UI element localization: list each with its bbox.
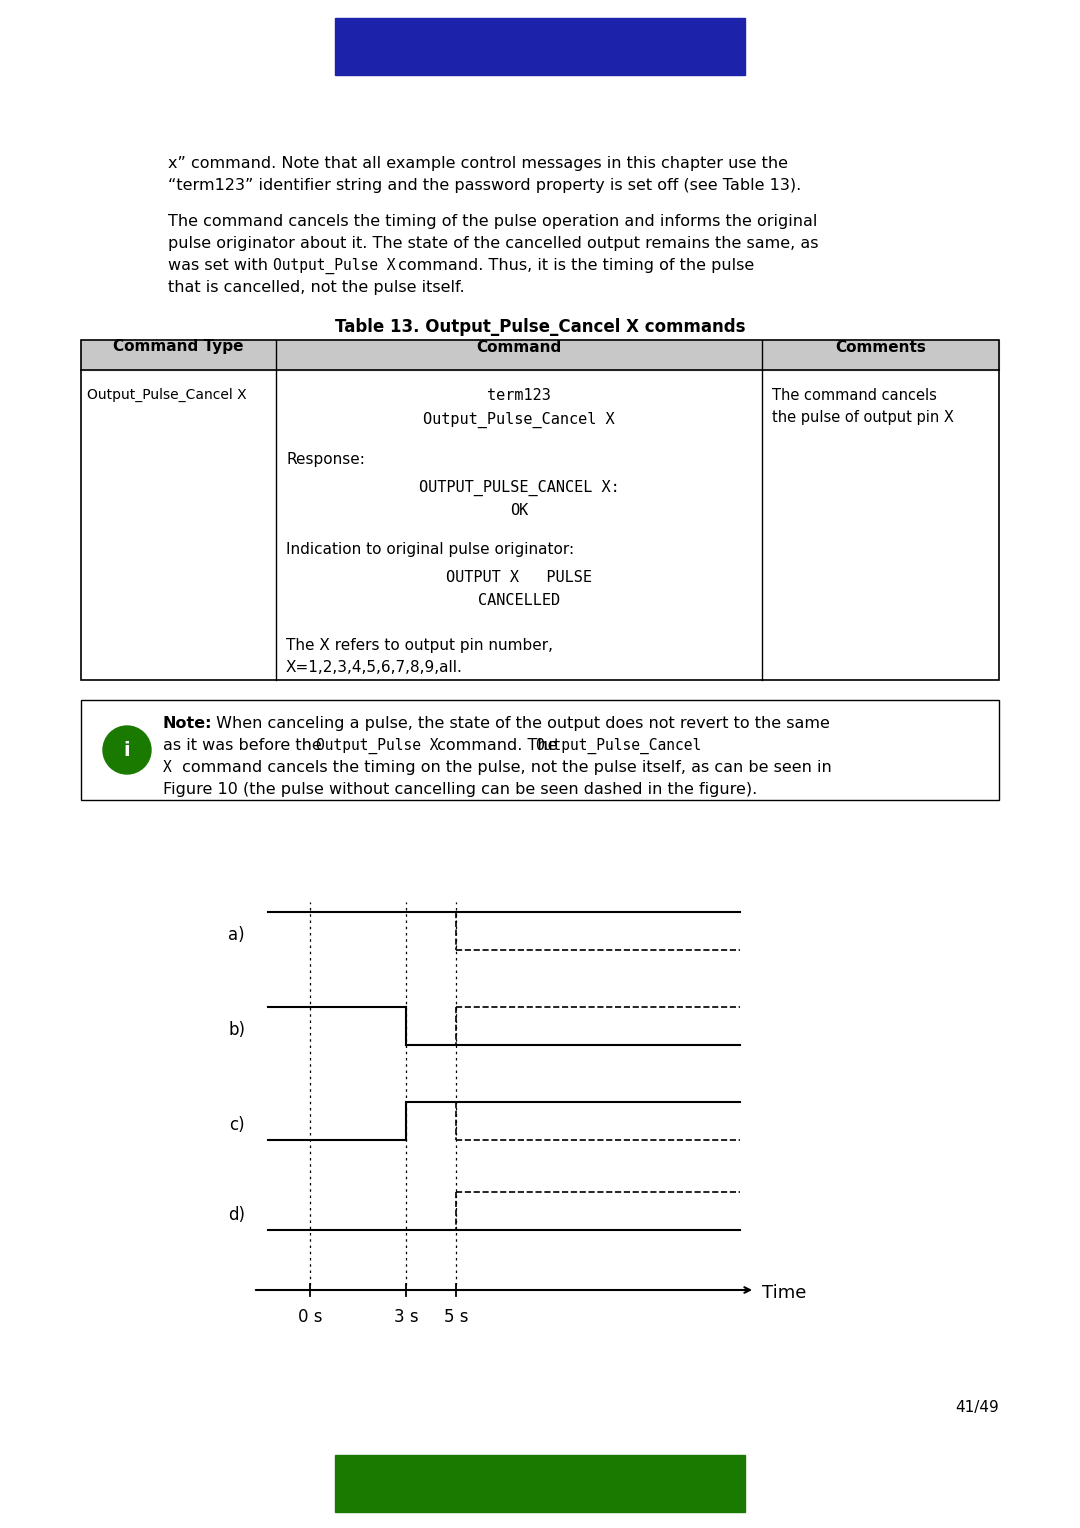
Text: Output_Pulse X: Output_Pulse X bbox=[316, 738, 438, 755]
Text: Output_Pulse X: Output_Pulse X bbox=[273, 258, 395, 274]
Text: Figure 10 (the pulse without cancelling can be seen dashed in the figure).: Figure 10 (the pulse without cancelling … bbox=[163, 782, 757, 798]
Text: Table 13. Output_Pulse_Cancel X commands: Table 13. Output_Pulse_Cancel X commands bbox=[335, 318, 745, 336]
Bar bbox=[81, 700, 999, 801]
Text: Command Type: Command Type bbox=[113, 339, 244, 354]
Text: Note:: Note: bbox=[163, 717, 213, 730]
Text: that is cancelled, not the pulse itself.: that is cancelled, not the pulse itself. bbox=[168, 280, 464, 295]
Text: the pulse of output pin X: the pulse of output pin X bbox=[772, 410, 954, 425]
Text: Response:: Response: bbox=[286, 452, 365, 468]
Text: a): a) bbox=[228, 926, 245, 944]
Text: as it was before the: as it was before the bbox=[163, 738, 327, 753]
Text: Output_Pulse_Cancel X: Output_Pulse_Cancel X bbox=[423, 413, 615, 428]
Text: was set with: was set with bbox=[168, 258, 273, 274]
Text: 3 s: 3 s bbox=[394, 1308, 418, 1326]
Text: b): b) bbox=[228, 1021, 245, 1039]
Text: term123: term123 bbox=[487, 388, 551, 403]
Text: 5 s: 5 s bbox=[444, 1308, 469, 1326]
Bar bbox=[81, 341, 999, 370]
Bar bbox=[335, 18, 745, 75]
Text: i: i bbox=[124, 741, 131, 759]
Text: Indication to original pulse originator:: Indication to original pulse originator: bbox=[286, 542, 575, 558]
Text: OUTPUT X   PULSE: OUTPUT X PULSE bbox=[446, 570, 592, 585]
Text: The command cancels: The command cancels bbox=[772, 388, 936, 403]
Circle shape bbox=[103, 726, 151, 775]
Text: Command: Command bbox=[476, 339, 562, 354]
Text: pulse originator about it. The state of the cancelled output remains the same, a: pulse originator about it. The state of … bbox=[168, 235, 819, 251]
Text: The X refers to output pin number,: The X refers to output pin number, bbox=[286, 639, 553, 652]
Text: d): d) bbox=[228, 1206, 245, 1224]
Text: command. Thus, it is the timing of the pulse: command. Thus, it is the timing of the p… bbox=[393, 258, 754, 274]
Text: X=1,2,3,4,5,6,7,8,9,all.: X=1,2,3,4,5,6,7,8,9,all. bbox=[286, 660, 463, 675]
Text: When canceling a pulse, the state of the output does not revert to the same: When canceling a pulse, the state of the… bbox=[211, 717, 829, 730]
Text: command cancels the timing on the pulse, not the pulse itself, as can be seen in: command cancels the timing on the pulse,… bbox=[177, 759, 832, 775]
Text: Comments: Comments bbox=[835, 339, 926, 354]
Bar bbox=[335, 1455, 745, 1513]
Text: Output_Pulse_Cancel X: Output_Pulse_Cancel X bbox=[87, 388, 246, 402]
Text: command. The: command. The bbox=[432, 738, 563, 753]
Text: “term123” identifier string and the password property is set off (see Table 13).: “term123” identifier string and the pass… bbox=[168, 177, 801, 193]
Text: 0 s: 0 s bbox=[298, 1308, 322, 1326]
Text: 41/49: 41/49 bbox=[955, 1400, 999, 1415]
Text: x” command. Note that all example control messages in this chapter use the: x” command. Note that all example contro… bbox=[168, 156, 788, 171]
Text: c): c) bbox=[229, 1115, 245, 1134]
Text: Output_Pulse_Cancel: Output_Pulse_Cancel bbox=[535, 738, 701, 755]
Bar bbox=[81, 341, 999, 680]
Text: The command cancels the timing of the pulse operation and informs the original: The command cancels the timing of the pu… bbox=[168, 214, 818, 229]
Text: OUTPUT_PULSE_CANCEL X:: OUTPUT_PULSE_CANCEL X: bbox=[419, 480, 619, 497]
Text: X: X bbox=[163, 759, 172, 775]
Text: OK: OK bbox=[510, 503, 528, 518]
Text: CANCELLED: CANCELLED bbox=[478, 593, 561, 608]
Text: Time: Time bbox=[762, 1284, 807, 1302]
